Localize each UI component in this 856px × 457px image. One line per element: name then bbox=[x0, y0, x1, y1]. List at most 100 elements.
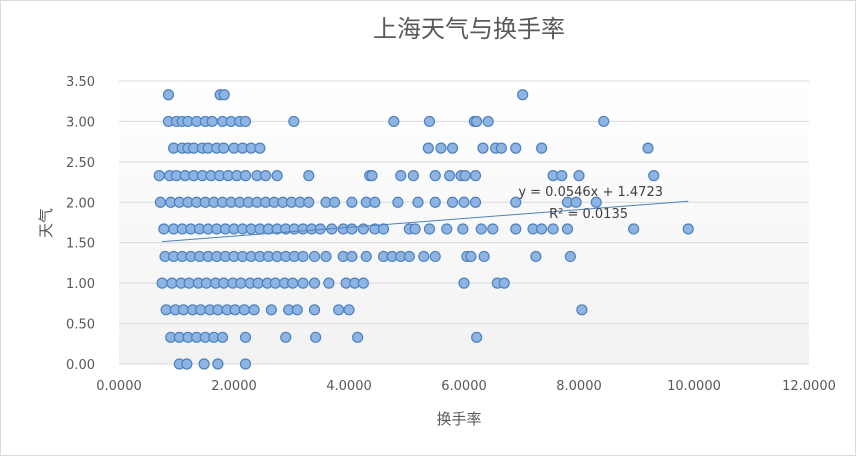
data-point bbox=[303, 196, 315, 208]
data-point bbox=[576, 304, 588, 316]
data-point bbox=[469, 170, 482, 182]
data-point bbox=[429, 250, 441, 263]
data-point bbox=[465, 250, 477, 263]
data-point bbox=[457, 223, 469, 235]
data-point bbox=[487, 223, 499, 235]
data-point bbox=[498, 277, 510, 289]
data-point bbox=[239, 115, 252, 128]
data-point bbox=[477, 142, 489, 154]
data-point bbox=[510, 223, 522, 235]
data-point bbox=[320, 250, 332, 263]
data-point bbox=[435, 142, 447, 154]
data-point bbox=[195, 304, 207, 316]
plot-area bbox=[119, 81, 809, 364]
data-point bbox=[271, 170, 283, 182]
data-point bbox=[422, 142, 434, 154]
data-point bbox=[308, 250, 321, 263]
data-point bbox=[482, 115, 494, 128]
data-point bbox=[352, 331, 364, 343]
data-point bbox=[235, 277, 247, 289]
data-point bbox=[166, 277, 178, 289]
trendline bbox=[162, 200, 689, 243]
data-point bbox=[510, 196, 522, 208]
data-point bbox=[459, 170, 471, 182]
data-point bbox=[530, 250, 542, 263]
data-point bbox=[446, 196, 459, 208]
data-point bbox=[564, 250, 576, 263]
data-point bbox=[260, 170, 272, 182]
data-point bbox=[269, 277, 281, 289]
data-point bbox=[238, 304, 250, 316]
data-point bbox=[291, 304, 303, 316]
x-tick-label: 10.0000 bbox=[667, 379, 721, 394]
data-point bbox=[536, 142, 548, 154]
data-point bbox=[360, 250, 372, 263]
data-point bbox=[287, 277, 299, 289]
y-tick-label: 2.50 bbox=[66, 156, 95, 171]
data-point bbox=[536, 223, 548, 235]
data-point bbox=[297, 250, 309, 263]
data-point bbox=[642, 142, 654, 154]
data-point bbox=[297, 277, 309, 289]
data-point bbox=[682, 223, 694, 235]
y-axis-label: 天气 bbox=[37, 208, 55, 238]
y-tick-label: 3.00 bbox=[66, 115, 95, 130]
data-point bbox=[218, 89, 230, 101]
data-point bbox=[288, 115, 300, 128]
trendline-r-squared: R² = 0.0135 bbox=[549, 207, 628, 222]
x-tick-label: 2.0000 bbox=[211, 379, 257, 394]
data-point bbox=[412, 196, 424, 208]
data-point bbox=[395, 170, 407, 182]
data-point bbox=[366, 170, 378, 182]
x-axis-ticks: 0.0000 2.0000 4.0000 6.0000 8.0000 10.0000 12.… bbox=[96, 379, 836, 394]
data-point bbox=[407, 170, 419, 182]
data-point bbox=[469, 196, 482, 208]
data-point bbox=[590, 196, 602, 208]
x-axis-label: 换手率 bbox=[436, 410, 481, 428]
data-point bbox=[153, 170, 165, 182]
data-point bbox=[429, 170, 441, 182]
data-point bbox=[183, 277, 195, 289]
data-point bbox=[218, 277, 230, 289]
data-point bbox=[218, 142, 230, 154]
data-point bbox=[252, 277, 264, 289]
data-point bbox=[573, 170, 585, 182]
y-tick-label: 0.00 bbox=[66, 358, 95, 373]
data-point bbox=[212, 304, 224, 316]
data-point bbox=[561, 223, 574, 235]
data-points bbox=[153, 89, 694, 370]
data-point bbox=[158, 223, 170, 235]
data-point bbox=[444, 170, 456, 182]
data-point bbox=[471, 331, 483, 343]
data-point bbox=[471, 115, 483, 128]
data-point bbox=[423, 223, 436, 235]
data-point bbox=[475, 223, 487, 235]
data-point bbox=[308, 304, 321, 316]
data-point bbox=[403, 250, 415, 263]
y-tick-label: 1.00 bbox=[66, 277, 95, 292]
y-tick-label: 2.00 bbox=[66, 196, 95, 211]
data-point bbox=[280, 331, 292, 343]
data-point bbox=[423, 115, 436, 128]
x-tick-label: 4.0000 bbox=[326, 379, 372, 394]
data-point bbox=[310, 331, 322, 343]
x-tick-label: 0.0000 bbox=[96, 379, 142, 394]
trendline-equation: y = 0.0546x + 1.4723 bbox=[518, 185, 663, 200]
data-point bbox=[547, 223, 559, 235]
data-point bbox=[239, 331, 252, 343]
data-point bbox=[346, 250, 358, 263]
data-point bbox=[570, 196, 582, 208]
data-point bbox=[441, 223, 453, 235]
data-point bbox=[154, 196, 166, 208]
x-tick-label: 6.0000 bbox=[441, 379, 487, 394]
data-point bbox=[478, 250, 490, 263]
data-point bbox=[162, 89, 175, 101]
data-point bbox=[346, 223, 358, 235]
y-tick-label: 1.50 bbox=[66, 237, 95, 252]
data-point bbox=[446, 142, 459, 154]
y-tick-label: 0.50 bbox=[66, 318, 95, 333]
data-point bbox=[343, 304, 355, 316]
data-point bbox=[333, 304, 345, 316]
data-point bbox=[648, 170, 660, 182]
